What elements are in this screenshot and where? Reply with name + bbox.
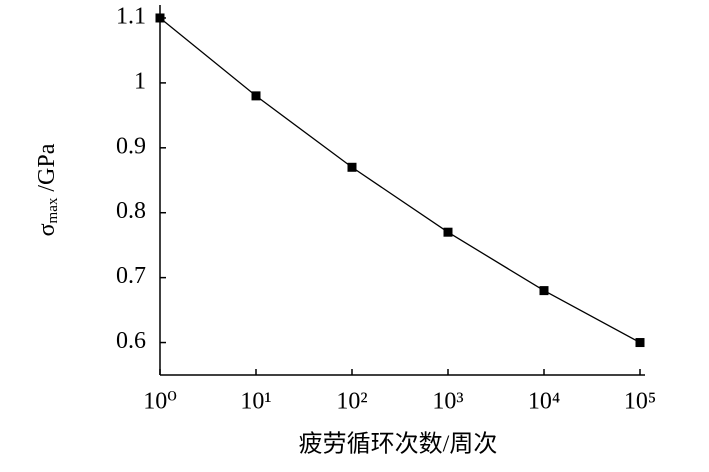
line [159, 17, 641, 344]
y-label-subscript: max [45, 197, 61, 223]
marker [443, 227, 453, 237]
x-tick-label: 10⁰ [143, 389, 177, 415]
y-label-unit: /GPa [34, 143, 60, 191]
y-tick-label: 0.7 [116, 263, 146, 289]
y-tick-label: 0.8 [116, 198, 146, 224]
y-tick-label: 1 [134, 68, 146, 94]
marker [539, 286, 549, 296]
x-tick-label: 10² [336, 389, 367, 415]
x-axis-label: 疲劳循环次数/周次 [299, 431, 498, 458]
x-tick-label: 10⁵ [624, 389, 656, 415]
y-axis-label: σmax/GPa [34, 143, 62, 236]
x-tick-label: 10³ [432, 389, 463, 415]
x-tick-label: 10¹ [240, 389, 271, 415]
marker [347, 162, 357, 172]
y-tick-label: 0.6 [116, 328, 146, 354]
marker [635, 338, 645, 348]
x-tick-label: 10⁴ [528, 389, 560, 415]
y-label-symbol: σ [34, 223, 60, 236]
y-tick-label: 1.1 [116, 3, 146, 29]
marker [251, 91, 261, 101]
y-tick-label: 0.9 [116, 133, 146, 159]
marker [155, 13, 165, 23]
